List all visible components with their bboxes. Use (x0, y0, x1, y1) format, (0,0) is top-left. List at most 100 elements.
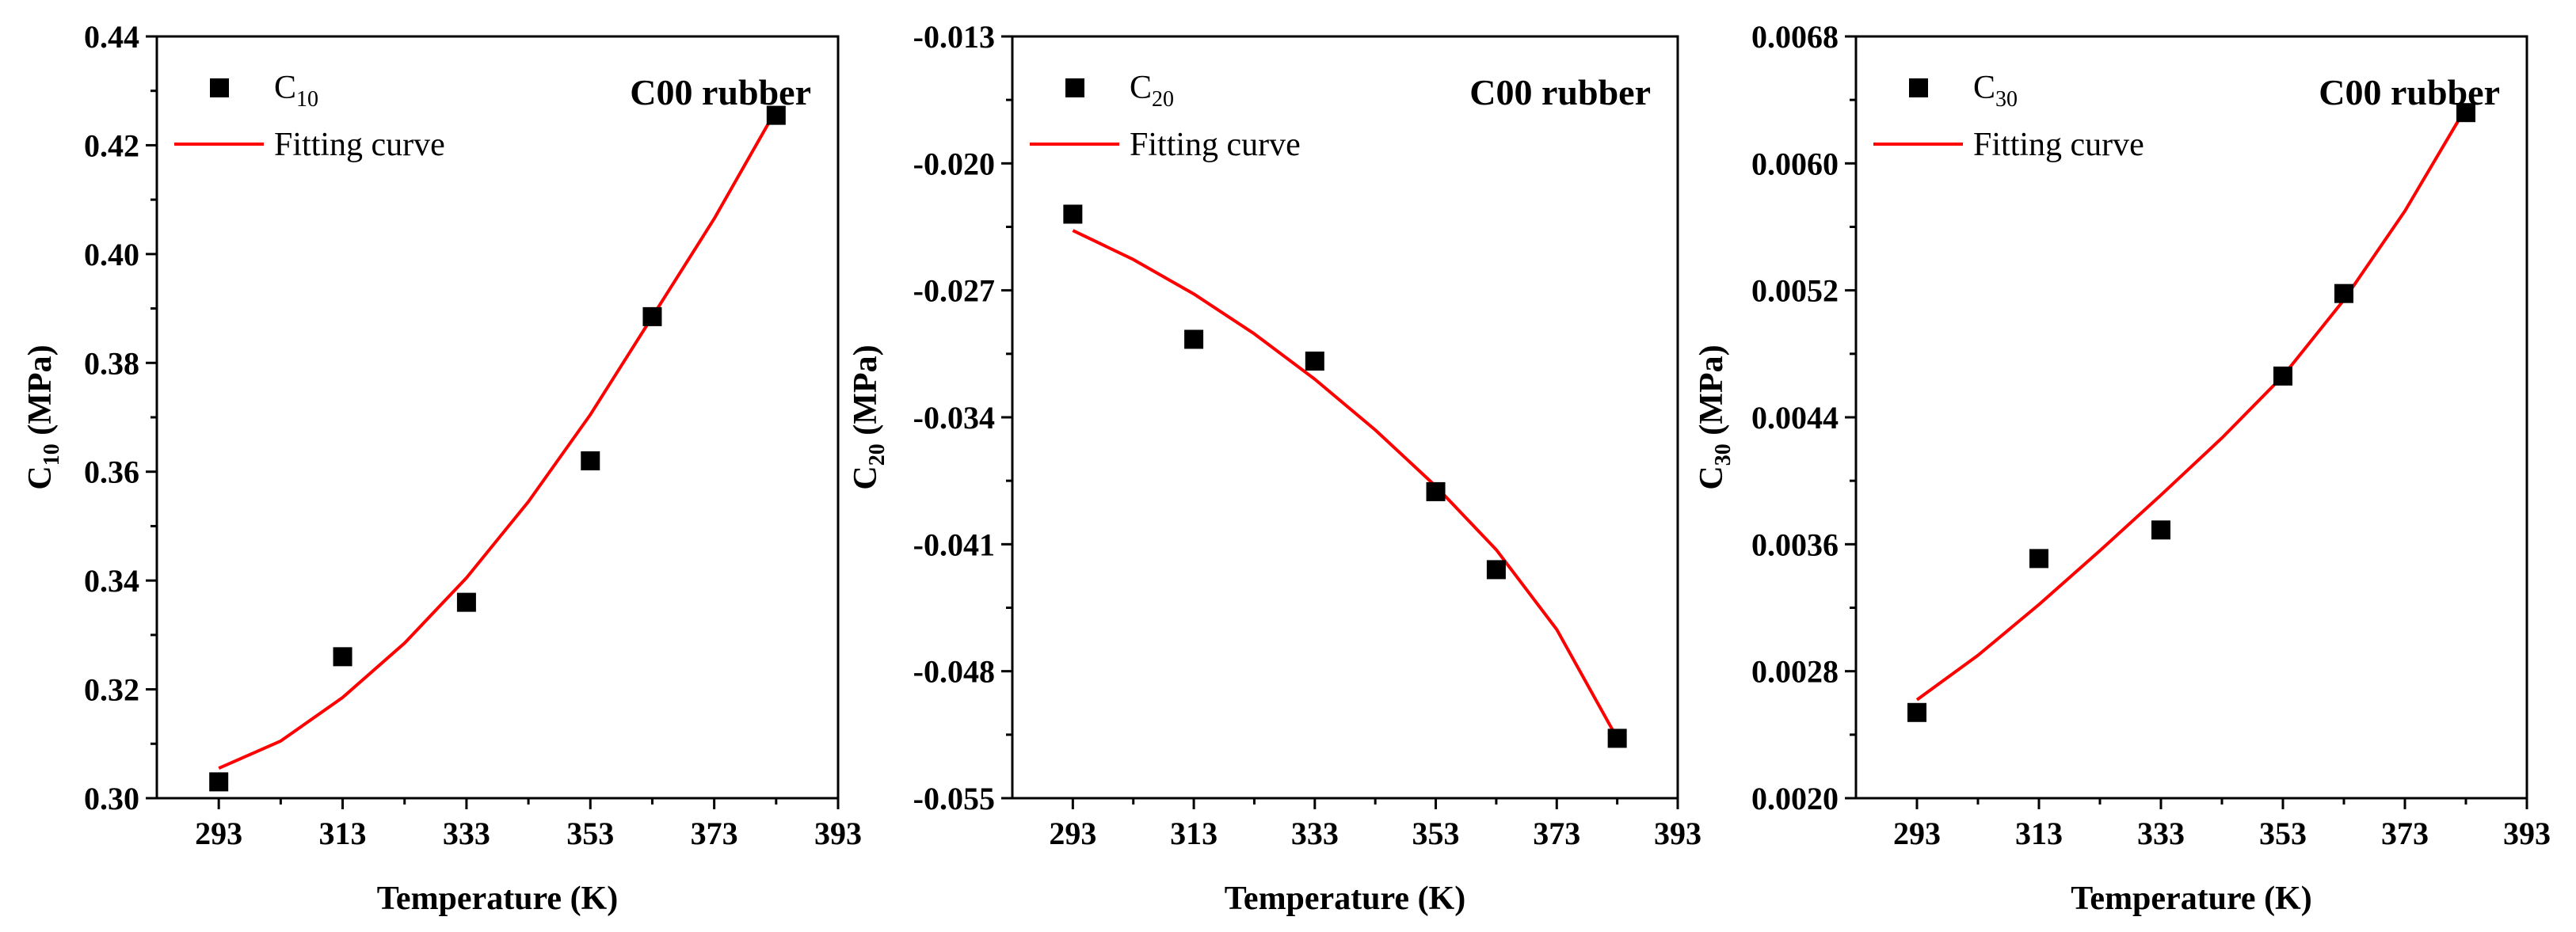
y-tick-label: -0.027 (913, 273, 995, 309)
y-tick-label: 0.30 (84, 781, 139, 816)
legend-marker-symbol (210, 78, 229, 97)
x-axis-title: Temperature (K) (1225, 881, 1465, 917)
y-axis-title-sub: 20 (865, 443, 890, 466)
data-point (1063, 204, 1083, 224)
data-point (1486, 560, 1506, 580)
x-tick-label: 313 (1170, 816, 1218, 851)
y-axis-title-unit: (MPa) (848, 344, 884, 443)
x-axis-title: Temperature (K) (2071, 881, 2311, 917)
data-point (581, 451, 600, 470)
fitting-curve-line (1915, 107, 2467, 702)
y-axis-title-unit: (MPa) (1694, 344, 1730, 443)
y-tick-label: 0.0068 (1751, 19, 1839, 55)
y-axis-title: C20 (MPa) (848, 344, 890, 489)
legend-marker-symbol (1065, 78, 1084, 97)
x-tick-label: 353 (1412, 816, 1460, 851)
data-point (333, 647, 352, 667)
x-tick-label: 313 (319, 816, 367, 851)
x-tick-label: 373 (2381, 816, 2429, 851)
y-axis-title-main: C (1694, 466, 1730, 489)
legend-marker-label: C30 (1973, 70, 2018, 112)
data-point (1426, 481, 1446, 501)
y-tick-label: -0.020 (913, 146, 995, 181)
legend-marker-label: C20 (1130, 70, 1174, 112)
y-tick-label: -0.034 (913, 400, 995, 436)
legend: C30 Fitting curve (1873, 70, 2144, 163)
x-tick-label: 393 (2503, 816, 2551, 851)
legend-marker-label-main: C (274, 70, 296, 106)
data-point (2151, 520, 2170, 540)
y-tick-label: 0.0044 (1751, 400, 1839, 436)
chart-panel-3: 0.0020 0.0028 0.0036 0.0044 0.0052 0.0060 0.00… (1694, 19, 2551, 917)
y-tick-label: 0.32 (84, 672, 139, 708)
y-tick-label: -0.048 (913, 654, 995, 690)
data-point (209, 772, 229, 792)
data-point (456, 592, 476, 612)
y-tick-label: 0.40 (84, 237, 139, 272)
x-tick-label: 373 (691, 816, 738, 851)
x-tick-label: 313 (2015, 816, 2063, 851)
y-tick-label: -0.013 (913, 19, 995, 55)
x-tick-label: 353 (566, 816, 614, 851)
legend-marker-label-main: C (1130, 70, 1152, 106)
y-axis-title-sub: 10 (40, 443, 64, 466)
y-tick-label: -0.055 (913, 781, 995, 816)
fitting-curve-line (218, 108, 778, 770)
x-tick-label: 353 (2259, 816, 2307, 851)
y-tick-label: 0.36 (84, 455, 139, 490)
legend-marker-label-sub: 10 (296, 87, 318, 112)
y-axis-title: C30 (MPa) (1694, 344, 1736, 489)
plot-frame (1854, 35, 2528, 800)
y-tick-label: 0.0060 (1751, 146, 1839, 181)
legend-line-label: Fitting curve (1973, 127, 2144, 163)
x-tick-label: 333 (2137, 816, 2185, 851)
x-tick-label: 393 (1654, 816, 1701, 851)
y-tick-label: 0.34 (84, 563, 139, 599)
x-tick-label: 293 (1049, 816, 1096, 851)
x-tick-label: 393 (814, 816, 862, 851)
plot-frame (1011, 35, 1679, 800)
y-tick-label: 0.0052 (1751, 273, 1839, 309)
data-point (1607, 728, 1627, 748)
y-axis-title-main: C (848, 466, 884, 489)
legend: C20 Fitting curve (1030, 70, 1301, 163)
chart-panel-2: -0.055 -0.048 -0.041 -0.034 -0.027 -0.020 -0.0… (848, 19, 1701, 917)
chart-annotation: C00 rubber (630, 72, 811, 112)
y-tick-label: 0.0036 (1751, 527, 1839, 562)
legend-line-label: Fitting curve (1130, 127, 1301, 163)
legend-marker-label-sub: 20 (1152, 87, 1174, 112)
data-point (2029, 549, 2048, 569)
data-point (1184, 329, 1204, 349)
legend-line-label: Fitting curve (274, 127, 445, 163)
data-point (1305, 351, 1324, 371)
legend: C10 Fitting curve (174, 70, 445, 163)
y-tick-label: 0.38 (84, 345, 139, 381)
chart-annotation: C00 rubber (1469, 72, 1651, 112)
x-tick-label: 333 (1291, 816, 1339, 851)
y-tick-label: 0.44 (84, 19, 139, 55)
data-point (2273, 366, 2292, 386)
y-tick-label: -0.041 (913, 527, 995, 562)
y-tick-label: 0.0028 (1751, 654, 1839, 690)
fitting-curve-line (1072, 229, 1619, 740)
x-tick-label: 333 (443, 816, 490, 851)
y-tick-label: 0.0020 (1751, 781, 1839, 816)
y-axis-title: C10 (MPa) (22, 344, 64, 489)
data-point (766, 105, 786, 125)
y-axis-title-unit: (MPa) (22, 344, 59, 443)
data-point (2334, 283, 2353, 303)
chart-panel-1: 0.30 0.32 0.34 0.36 0.38 0.40 0.42 0.44 293 313 33… (22, 19, 862, 917)
legend-marker-label-main: C (1973, 70, 1995, 106)
legend-marker-symbol (1909, 78, 1928, 97)
x-tick-label: 293 (195, 816, 242, 851)
y-axis-title-main: C (22, 466, 59, 489)
y-tick-label: 0.42 (84, 127, 139, 163)
x-tick-label: 293 (1893, 816, 1941, 851)
plot-frame (155, 35, 840, 800)
data-point (642, 306, 662, 326)
legend-marker-label-sub: 30 (1995, 87, 2018, 112)
y-axis-title-sub: 30 (1711, 443, 1736, 466)
data-point (2456, 103, 2475, 123)
x-axis-title: Temperature (K) (377, 881, 618, 917)
